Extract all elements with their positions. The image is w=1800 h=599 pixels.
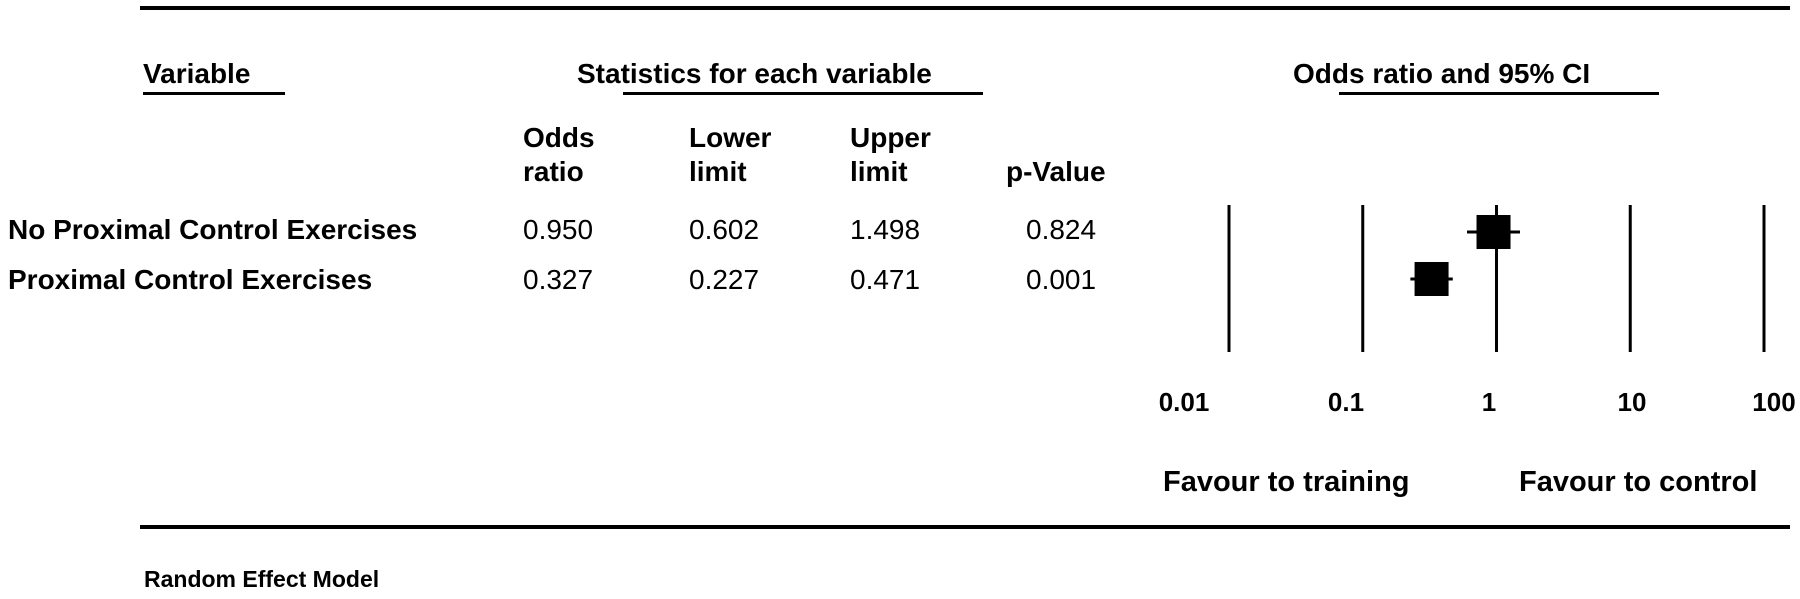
col-upper-limit: Upper limit <box>850 121 931 189</box>
header-variable-underline <box>143 92 285 95</box>
row-odds: 0.950 <box>523 214 594 245</box>
model-footer: Random Effect Model <box>144 566 380 592</box>
odds-ratio-marker <box>1476 215 1511 249</box>
favour-control-label: Favour to control <box>1519 466 1758 498</box>
row-lower: 0.227 <box>689 264 760 295</box>
col-lower-limit-line2: limit <box>689 156 747 187</box>
tick-label: 10 <box>1617 387 1647 417</box>
header-variable: Variable <box>143 58 251 89</box>
row-lower: 0.602 <box>689 214 760 245</box>
header-statistics: Statistics for each variable <box>577 58 932 89</box>
header-odds-ci: Odds ratio and 95% CI <box>1293 58 1591 89</box>
tick-label: 0.1 <box>1327 387 1365 417</box>
header-statistics-underline <box>623 92 983 95</box>
col-upper-limit-line2: limit <box>850 156 908 187</box>
row-upper: 1.498 <box>850 214 921 245</box>
top-rule <box>140 6 1790 10</box>
tick-label: 100 <box>1752 387 1796 417</box>
bottom-rule <box>140 525 1790 529</box>
tick-label: 0.01 <box>1158 387 1210 417</box>
row-odds: 0.327 <box>523 264 594 295</box>
col-odds-ratio-line1: Odds <box>523 122 595 153</box>
row-p-value: 0.824 <box>1026 214 1097 245</box>
col-odds-ratio-line2: ratio <box>523 156 584 187</box>
row-p-value: 0.001 <box>1026 264 1097 295</box>
col-lower-limit-line1: Lower <box>689 122 772 153</box>
col-upper-limit-line1: Upper <box>850 122 931 153</box>
col-p-value: p-Value <box>1006 156 1106 187</box>
header-odds-ci-underline <box>1339 92 1659 95</box>
tick-label: 1 <box>1481 387 1497 417</box>
favour-training-label: Favour to training <box>1163 466 1410 498</box>
row-upper: 0.471 <box>850 264 921 295</box>
col-odds-ratio: Odds ratio <box>523 121 595 189</box>
row-label: No Proximal Control Exercises <box>8 214 418 245</box>
col-lower-limit: Lower limit <box>689 121 771 189</box>
row-label: Proximal Control Exercises <box>8 264 373 295</box>
odds-ratio-marker <box>1414 262 1449 296</box>
